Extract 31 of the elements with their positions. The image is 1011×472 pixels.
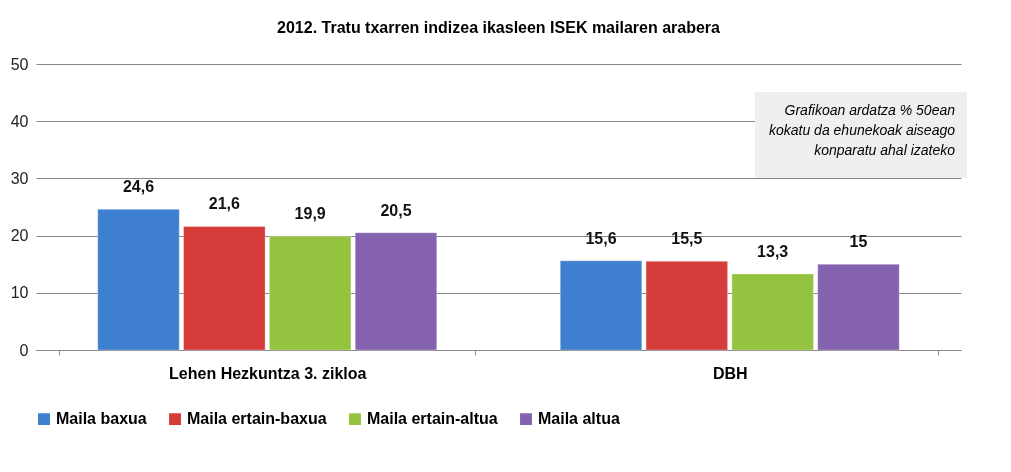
legend-label: Maila baxua bbox=[56, 410, 147, 428]
legend-label: Maila ertain-altua bbox=[367, 410, 498, 428]
y-tick-label: 0 bbox=[19, 341, 29, 359]
bar bbox=[268, 235, 352, 351]
x-tick-label: Lehen Hezkuntza 3. zikloa bbox=[169, 364, 367, 382]
chart-title: 2012. Tratu txarren indizea ikasleen ISEK mailaren arabera bbox=[277, 19, 721, 36]
y-tick-label: 20 bbox=[10, 227, 29, 245]
data-label: 15 bbox=[849, 233, 868, 251]
x-tick-label: DBH bbox=[712, 364, 748, 382]
y-tick-label: 50 bbox=[10, 55, 29, 73]
data-label: 13,3 bbox=[757, 242, 789, 260]
y-tick-label: 10 bbox=[10, 284, 29, 302]
bar bbox=[731, 273, 814, 351]
legend-label: Maila ertain-baxua bbox=[187, 410, 327, 428]
bar bbox=[645, 260, 729, 351]
y-tick-label: 40 bbox=[10, 112, 29, 130]
data-label: 24,6 bbox=[122, 178, 155, 196]
data-label: 21,6 bbox=[208, 195, 241, 213]
data-label: 20,5 bbox=[380, 201, 412, 219]
note-box: Grafikoan ardatza % 50ean kokatu da ehunekoak aiseago konparatu ahal izateko bbox=[755, 92, 967, 178]
y-tick-label: 30 bbox=[10, 169, 29, 187]
bar bbox=[559, 260, 643, 351]
bar bbox=[817, 263, 900, 351]
bar bbox=[183, 225, 266, 351]
legend-label: Maila altua bbox=[538, 410, 620, 428]
bar bbox=[97, 208, 180, 351]
data-label: 19,9 bbox=[294, 205, 326, 223]
bar bbox=[354, 232, 438, 351]
data-label: 15,6 bbox=[585, 229, 617, 247]
data-label: 15,5 bbox=[671, 230, 703, 248]
annotation: Grafikoan ardatza % 50ean kokatu da ehunekoak aiseago konparatu ahal izateko bbox=[767, 101, 955, 160]
